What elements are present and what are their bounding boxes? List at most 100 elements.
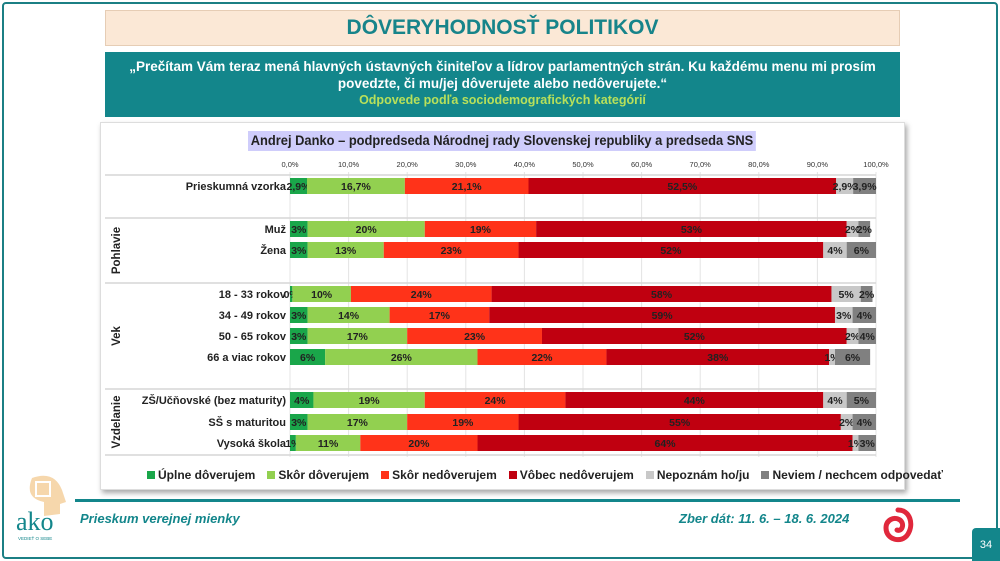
legend-label: Vôbec nedôverujem (519, 468, 634, 482)
data-label: 16,7% (341, 181, 371, 193)
data-label: 17% (347, 331, 369, 343)
page-number: 34 (972, 528, 1000, 561)
data-label: 24% (485, 395, 507, 407)
data-label: 19% (470, 224, 492, 236)
row-label: Vysoká škola (217, 438, 287, 450)
data-label: 2% (839, 417, 855, 429)
bar-segment (350, 286, 492, 302)
footer-date-range: Zber dát: 11. 6. – 18. 6. 2024 (679, 511, 850, 526)
bar-segment (307, 414, 408, 430)
legend-item: Úplne dôverujem (147, 468, 255, 482)
slide-title: DÔVERYHODNOSŤ POLITIKOV (105, 10, 900, 46)
footer-divider (75, 499, 960, 502)
data-label: 44% (684, 395, 706, 407)
bar-segment (858, 435, 876, 451)
brand-spiral-logo (883, 507, 914, 543)
data-label: 4% (857, 417, 873, 429)
question-text: „Prečítam Vám teraz mená hlavných ústavn… (129, 59, 876, 91)
x-tick-label: 60,0% (631, 160, 653, 169)
bar-segment (606, 349, 830, 365)
bar-segment (834, 349, 871, 365)
legend-swatch (645, 471, 654, 479)
bar-segment (290, 349, 326, 365)
bar-segment (295, 435, 361, 451)
footer-survey-name: Prieskum verejnej mienky (80, 511, 240, 526)
svg-text:ako: ako (16, 507, 54, 536)
bar-segment (383, 242, 519, 258)
bar-segment (846, 392, 876, 408)
bar-segment (290, 328, 308, 344)
bar-segment (290, 286, 293, 302)
legend-swatch (147, 471, 155, 479)
x-tick-label: 20,0% (397, 160, 419, 169)
bar-segment (541, 328, 847, 344)
bar-segment (858, 328, 876, 344)
legend-item: Nepoznám ho/ju (645, 468, 750, 482)
bar-segment (518, 242, 824, 258)
bar-segment (829, 349, 835, 365)
bar-segment (360, 435, 478, 451)
data-label: 17% (429, 310, 451, 322)
question-subtitle: Odpovede podľa sociodemografických kateg… (359, 93, 646, 107)
group-label: Pohlavie (111, 227, 123, 274)
legend-label: Nepoznám ho/ju (656, 468, 750, 482)
row-label: 18 - 33 rokov (219, 289, 287, 301)
data-label: 3% (836, 310, 852, 322)
bar-segment (290, 221, 308, 237)
bar-segment (853, 178, 876, 194)
data-label: 55% (669, 417, 691, 429)
bar-segment (823, 392, 847, 408)
data-label: 52% (684, 331, 706, 343)
row-label: SŠ s maturitou (208, 416, 286, 429)
bar-segment (307, 307, 390, 323)
data-label: 11% (318, 438, 339, 450)
bar-segment (424, 221, 537, 237)
row-label: ZŠ/Učňovské (bez maturity) (142, 394, 287, 407)
data-label: 3,9% (853, 181, 878, 193)
bar-segment (424, 392, 566, 408)
bar-segment (292, 286, 351, 302)
legend-label: Skôr nedôverujem (392, 468, 497, 482)
data-label: 17% (347, 417, 369, 429)
row-label: 66 a viac rokov (207, 352, 287, 364)
bar-segment (290, 392, 314, 408)
group-label: Vek (111, 325, 123, 345)
bar-segment (846, 242, 876, 258)
bar-segment (290, 178, 307, 194)
bar-segment (477, 349, 607, 365)
title-text: DÔVERYHODNOSŤ POLITIKOV (346, 16, 659, 39)
data-label: 3% (291, 417, 307, 429)
data-label: 20% (356, 224, 378, 236)
data-label: 4% (294, 395, 310, 407)
data-label: 23% (464, 331, 486, 343)
row-label: Muž (265, 224, 287, 236)
data-label: 2,9% (833, 181, 858, 193)
data-label: 6% (854, 245, 870, 257)
legend-item: Skôr dôverujem (267, 468, 369, 482)
data-label: 64% (655, 438, 677, 450)
data-label: 2,9% (287, 181, 312, 193)
bar-segment (290, 414, 308, 430)
bar-segment (852, 414, 876, 430)
bar-segment (491, 286, 832, 302)
svg-text:VEDIEŤ O SEBE: VEDIEŤ O SEBE (18, 534, 52, 541)
data-label: 4% (860, 331, 876, 343)
data-label: 26% (391, 352, 413, 364)
data-label: 2% (857, 224, 873, 236)
legend-swatch (761, 471, 770, 479)
bar-segment (290, 242, 308, 258)
data-label: 13% (335, 245, 357, 257)
data-label: 2% (845, 224, 861, 236)
row-label: 34 - 49 rokov (219, 310, 287, 322)
data-label: 3% (291, 310, 307, 322)
bar-segment (477, 435, 853, 451)
legend-item: Neviem / nechcem odpovedať (761, 468, 943, 482)
x-tick-label: 10,0% (338, 160, 360, 169)
data-label: 3% (291, 245, 307, 257)
data-label: 5% (854, 395, 870, 407)
legend-item: Skôr nedôverujem (381, 468, 497, 482)
bar-segment (489, 307, 835, 323)
data-label: 3% (291, 331, 307, 343)
legend-label: Skôr dôverujem (278, 468, 370, 482)
